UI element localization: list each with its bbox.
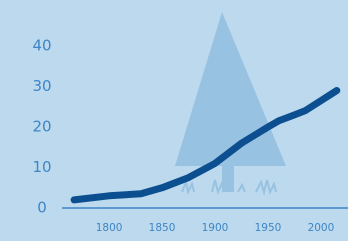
y-tick-label: 10 (32, 158, 51, 176)
chart: 0 10 20 30 40 1800 1850 1900 1950 2000 (0, 0, 348, 241)
y-tick-label: 30 (32, 77, 51, 95)
x-tick-label: 2000 (308, 222, 335, 234)
x-tick-label: 1900 (202, 222, 229, 234)
y-tick-label: 40 (32, 37, 51, 55)
x-tick-label: 1850 (149, 222, 176, 234)
x-tick-label: 1950 (255, 222, 282, 234)
y-tick-label: 20 (32, 118, 51, 136)
x-tick-label: 1800 (96, 222, 123, 234)
background (0, 0, 348, 241)
y-tick-label: 0 (37, 199, 47, 217)
